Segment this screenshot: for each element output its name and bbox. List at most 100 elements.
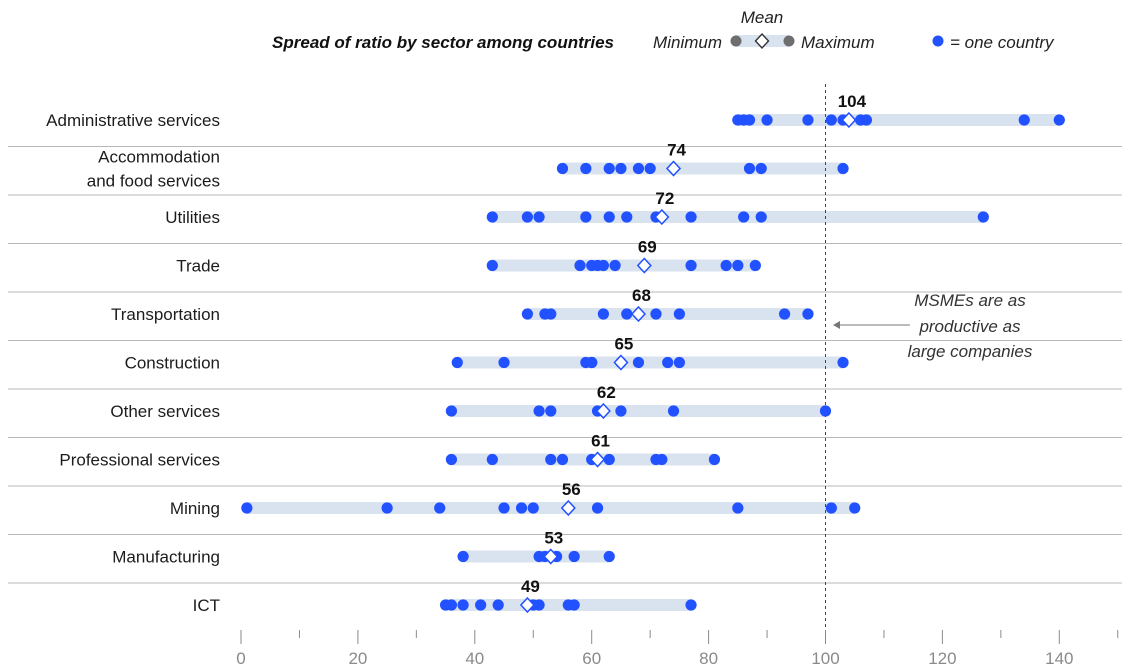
country-dot (708, 453, 721, 466)
country-dot (662, 356, 674, 369)
country-dot (381, 502, 393, 514)
country-dot (527, 502, 539, 514)
country-dot (498, 502, 510, 514)
mean-diamond-administrative-services (841, 111, 857, 129)
range-bar-trade (492, 259, 756, 272)
mean-diamond-manufacturing (543, 548, 559, 565)
country-dot (621, 308, 633, 320)
legend-country-label: = one country (950, 33, 1055, 52)
country-dot (486, 453, 498, 466)
legend-mean-label: Mean (741, 8, 784, 27)
country-dot (819, 405, 832, 417)
mean-diamond-utilities (654, 208, 670, 226)
country-dot (591, 502, 604, 514)
country-dot (580, 162, 592, 175)
range-bar-accommodation-and-food-services (562, 162, 844, 175)
country-dot (597, 308, 609, 320)
mean-markers: 104 74 72 69 68 65 62 61 56 53 49 (519, 92, 867, 614)
country-dot (545, 308, 557, 320)
category-label-utilities: Utilities (165, 208, 220, 227)
mean-diamond-trade (636, 257, 652, 274)
country-dot (498, 356, 510, 369)
country-dot (586, 356, 598, 369)
mean-diamond-transportation (630, 305, 646, 323)
country-dot (492, 599, 504, 611)
country-dot (849, 502, 861, 514)
mean-label-professional-services: 61 (591, 432, 610, 451)
country-dot (837, 356, 849, 369)
category-labels: Administrative services Accommodation and … (46, 111, 220, 615)
country-dot (603, 162, 615, 175)
country-dot (732, 259, 744, 272)
mean-label-accommodation-and-food-services: 74 (667, 141, 686, 160)
annotation-line-2: productive as (918, 317, 1021, 336)
mean-label-construction: 65 (614, 335, 633, 354)
country-dot (580, 211, 592, 223)
category-label-line: Accommodation (98, 148, 220, 167)
country-dot (825, 502, 837, 514)
country-dot (802, 308, 814, 320)
country-dot (556, 162, 569, 175)
country-dot (445, 405, 458, 417)
x-axis: 0 20 40 60 80 100 120 140 (236, 630, 1119, 668)
country-dot (650, 308, 662, 320)
x-tick-label: 120 (928, 649, 956, 668)
country-dot (685, 259, 697, 272)
country-dot (761, 114, 773, 126)
mean-diamond-construction (613, 354, 629, 371)
country-dot (533, 405, 545, 417)
country-dot (475, 599, 487, 611)
x-tick-label: 140 (1045, 649, 1073, 668)
country-dot (720, 259, 732, 272)
category-label-line: and food services (87, 172, 220, 191)
mean-diamond-professional-services (590, 451, 606, 468)
country-dot (445, 599, 458, 611)
category-label-ict: ICT (193, 596, 220, 615)
country-dot (545, 405, 557, 417)
mean-label-mining: 56 (562, 480, 581, 499)
country-dot (457, 599, 469, 611)
country-dot (860, 114, 873, 126)
country-dot (515, 502, 528, 514)
country-dot (568, 599, 580, 611)
mean-diamond-accommodation-and-food-services (666, 160, 682, 177)
category-label-manufacturing: Manufacturing (112, 548, 220, 567)
category-label-accommodation-and-food-services: Accommodation and food services (87, 148, 220, 191)
country-dot (732, 502, 744, 514)
country-dot (1018, 114, 1030, 126)
range-bar-professional-services (451, 453, 715, 466)
range-bar-administrative-services (737, 114, 1060, 126)
country-dot (749, 259, 761, 272)
country-dot (574, 259, 586, 272)
country-dot (755, 162, 767, 175)
x-tick-label: 100 (811, 649, 839, 668)
range-bars (246, 114, 1060, 611)
country-dot (486, 211, 498, 223)
range-bar-other-services (451, 405, 826, 417)
category-label-construction: Construction (125, 354, 220, 373)
country-dot (445, 453, 458, 466)
country-dot (533, 211, 545, 223)
country-dot (667, 405, 680, 417)
legend-minimum-label: Minimum (653, 33, 722, 52)
country-dot (597, 259, 609, 272)
country-dot (241, 502, 253, 514)
country-dot (738, 211, 750, 223)
mean-label-other-services: 62 (597, 383, 616, 402)
country-dot (615, 405, 627, 417)
country-dot (802, 114, 814, 126)
country-dot (486, 259, 498, 272)
x-tick-label: 80 (699, 649, 718, 668)
legend-max-dot (783, 35, 795, 47)
row-dividers (8, 146, 1122, 584)
legend-country-dot (932, 35, 944, 47)
range-bar-utilities (492, 211, 984, 223)
mean-label-transportation: 68 (632, 286, 651, 305)
category-label-other-services: Other services (110, 402, 220, 421)
country-dot (673, 308, 685, 320)
x-tick-label: 0 (236, 649, 245, 668)
range-bar-construction (457, 356, 844, 369)
annotation-line-1: MSMEs are as (914, 291, 1026, 310)
country-dot (632, 356, 645, 369)
